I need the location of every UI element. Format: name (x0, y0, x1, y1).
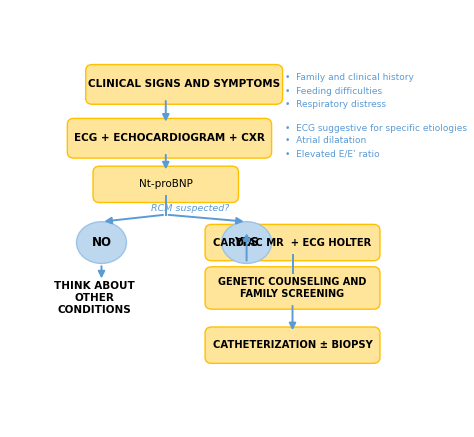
FancyBboxPatch shape (205, 327, 380, 363)
Text: •  ECG suggestive for specific etiologies: • ECG suggestive for specific etiologies (285, 124, 467, 133)
FancyBboxPatch shape (93, 166, 238, 202)
FancyBboxPatch shape (205, 267, 380, 309)
Text: NO: NO (91, 236, 111, 249)
FancyBboxPatch shape (86, 65, 283, 104)
Text: •  Family and clinical history: • Family and clinical history (285, 73, 414, 82)
FancyBboxPatch shape (67, 118, 272, 158)
Text: •  Atrial dilatation: • Atrial dilatation (285, 136, 366, 146)
Text: GENETIC COUNSELING AND
FAMILY SCREENING: GENETIC COUNSELING AND FAMILY SCREENING (219, 277, 367, 299)
Text: CARDIAC MR  + ECG HOLTER: CARDIAC MR + ECG HOLTER (213, 238, 372, 247)
Text: ECG + ECHOCARDIOGRAM + CXR: ECG + ECHOCARDIOGRAM + CXR (74, 133, 265, 143)
Text: THINK ABOUT
OTHER
CONDITIONS: THINK ABOUT OTHER CONDITIONS (54, 281, 135, 315)
Text: •  Respiratory distress: • Respiratory distress (285, 100, 386, 109)
Ellipse shape (222, 222, 272, 264)
Text: •  Feeding difficulties: • Feeding difficulties (285, 87, 383, 96)
Text: Nt-proBNP: Nt-proBNP (139, 179, 193, 189)
Text: CATHETERIZATION ± BIOPSY: CATHETERIZATION ± BIOPSY (213, 340, 373, 350)
Text: YES: YES (234, 236, 259, 249)
Text: RCM suspected?: RCM suspected? (151, 204, 229, 213)
Text: •  Elevated E/E’ ratio: • Elevated E/E’ ratio (285, 149, 380, 158)
FancyBboxPatch shape (205, 224, 380, 261)
Text: CLINICAL SIGNS AND SYMPTOMS: CLINICAL SIGNS AND SYMPTOMS (88, 80, 280, 90)
Ellipse shape (76, 222, 127, 264)
